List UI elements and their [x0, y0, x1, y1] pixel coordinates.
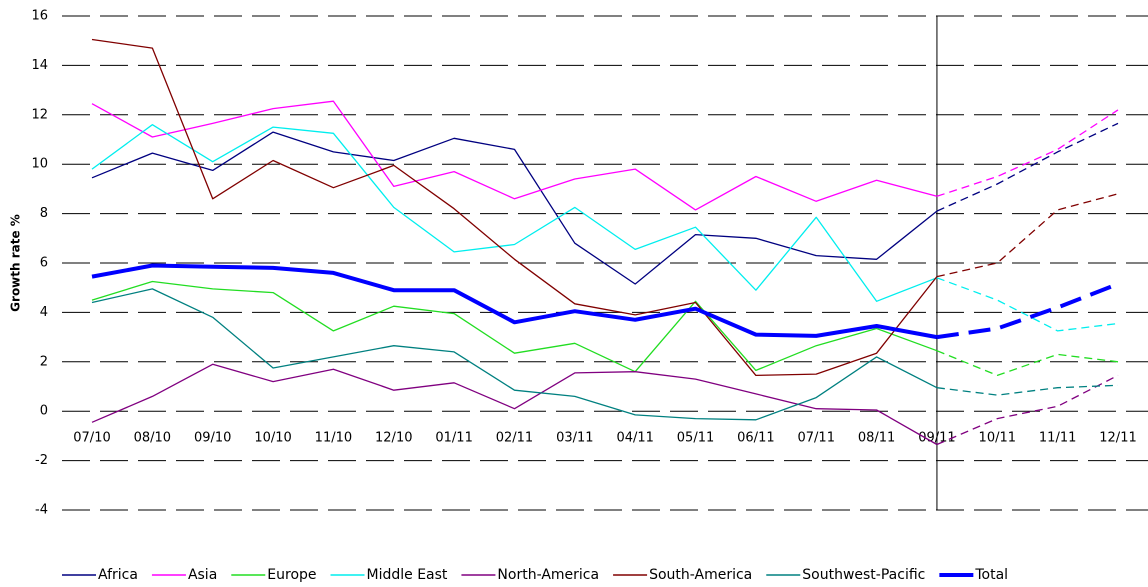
series-line [91, 288, 938, 421]
series-line [91, 124, 938, 302]
series-line-forecast [936, 109, 1119, 197]
y-tick-label: 8 [40, 206, 48, 221]
legend-label: Europe [267, 567, 316, 583]
series-line [91, 38, 938, 377]
legend-label: North-America [497, 567, 599, 583]
series-line [91, 363, 938, 446]
x-tick-label: 07/10 [73, 431, 110, 446]
y-tick-label: -4 [35, 503, 48, 518]
x-tick-label: 01/11 [435, 431, 472, 446]
series-line [91, 100, 938, 211]
y-tick-label: 6 [40, 256, 48, 271]
x-tick-label: 12/10 [375, 431, 412, 446]
series-line-forecast [936, 374, 1119, 446]
legend-label: South-America [649, 567, 752, 583]
x-tick-label: 10/10 [254, 431, 291, 446]
series-line-forecast [936, 282, 1119, 340]
x-tick-label: 05/11 [677, 431, 714, 446]
series-line-forecast [936, 277, 1119, 332]
series-line [91, 131, 938, 285]
y-tick-label: 14 [31, 58, 48, 73]
legend-label: Africa [98, 567, 138, 583]
series-line [91, 263, 938, 340]
x-tick-label: 09/10 [194, 431, 231, 446]
y-axis-label: Growth rate % [9, 214, 23, 312]
x-tick-label: 12/11 [1099, 431, 1136, 446]
legend-label: Middle East [367, 567, 448, 583]
legend-label: Southwest-Pacific [802, 567, 925, 583]
series-line-forecast [936, 122, 1119, 212]
y-tick-label: -2 [35, 453, 48, 468]
x-tick-label: 11/10 [315, 431, 352, 446]
x-tick-label: 10/11 [979, 431, 1016, 446]
x-tick-label: 02/11 [496, 431, 533, 446]
x-tick-label: 08/10 [134, 431, 171, 446]
y-tick-label: 16 [31, 9, 48, 24]
series-line-forecast [936, 193, 1119, 278]
legend-label: Total [974, 567, 1008, 583]
x-tick-label: 08/11 [858, 431, 895, 446]
y-tick-label: 10 [31, 157, 48, 172]
y-tick-label: 12 [31, 107, 48, 122]
x-tick-label: 06/11 [737, 431, 774, 446]
series-line-forecast [936, 384, 1119, 396]
x-tick-label: 07/11 [798, 431, 835, 446]
legend-label: Asia [188, 567, 217, 583]
x-tick-label: 03/11 [556, 431, 593, 446]
x-tick-label: 04/11 [616, 431, 653, 446]
series-line-forecast [936, 350, 1119, 377]
y-tick-label: 2 [40, 354, 48, 369]
x-tick-label: 11/11 [1039, 431, 1076, 446]
y-tick-label: 4 [40, 305, 48, 320]
y-tick-label: 0 [40, 404, 48, 419]
series-line [91, 280, 938, 373]
